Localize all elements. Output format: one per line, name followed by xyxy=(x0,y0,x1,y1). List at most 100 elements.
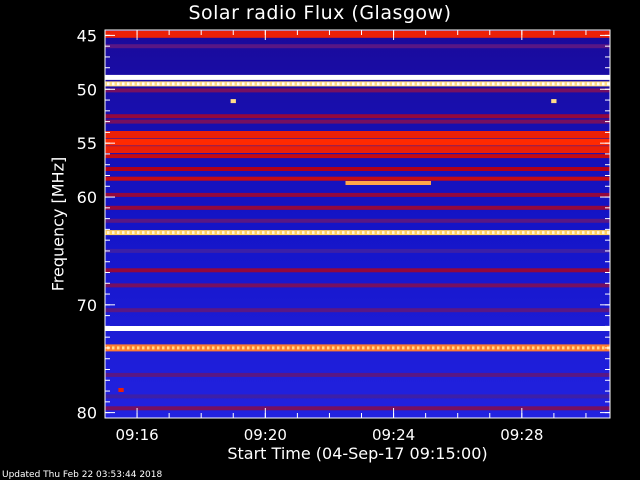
band-texture xyxy=(212,75,215,79)
band-texture xyxy=(506,327,509,330)
band-texture xyxy=(289,75,292,79)
band-texture xyxy=(132,231,135,235)
band-texture xyxy=(292,231,295,235)
frequency-band xyxy=(105,176,610,181)
band-texture xyxy=(567,231,570,235)
band-texture xyxy=(222,231,225,235)
frequency-band xyxy=(105,88,610,93)
band-texture xyxy=(557,346,560,350)
band-texture xyxy=(485,327,488,330)
band-texture xyxy=(577,231,580,235)
band-texture xyxy=(322,82,325,86)
band-texture xyxy=(317,75,320,79)
band-texture xyxy=(415,75,418,79)
band-texture xyxy=(522,231,525,235)
band-texture xyxy=(359,327,362,330)
band-texture xyxy=(401,75,404,79)
band-texture xyxy=(257,231,260,235)
band-texture xyxy=(452,231,455,235)
band-texture xyxy=(464,75,467,79)
radio-feature xyxy=(551,99,557,104)
band-texture xyxy=(537,82,540,86)
band-texture xyxy=(177,82,180,86)
band-texture xyxy=(527,327,530,330)
band-texture xyxy=(127,231,130,235)
band-texture xyxy=(447,82,450,86)
band-texture xyxy=(312,346,315,350)
band-texture xyxy=(172,82,175,86)
band-texture xyxy=(432,346,435,350)
band-texture xyxy=(415,327,418,330)
band-texture xyxy=(362,231,365,235)
band-texture xyxy=(577,82,580,86)
band-texture xyxy=(182,231,185,235)
band-texture xyxy=(247,327,250,330)
band-texture xyxy=(548,327,551,330)
band-texture xyxy=(202,346,205,350)
band-texture xyxy=(562,231,565,235)
band-texture xyxy=(331,75,334,79)
band-texture xyxy=(137,346,140,350)
band-texture xyxy=(327,82,330,86)
band-texture xyxy=(567,346,570,350)
band-texture xyxy=(492,327,495,330)
band-texture xyxy=(162,82,165,86)
band-texture xyxy=(392,346,395,350)
band-texture xyxy=(191,327,194,330)
band-texture xyxy=(485,75,488,79)
band-texture xyxy=(506,75,509,79)
band-texture xyxy=(569,327,572,330)
band-texture xyxy=(412,231,415,235)
band-texture xyxy=(128,327,131,330)
band-texture xyxy=(422,346,425,350)
band-texture xyxy=(417,346,420,350)
band-texture xyxy=(590,75,593,79)
band-texture xyxy=(422,231,425,235)
band-texture xyxy=(312,231,315,235)
band-texture xyxy=(198,327,201,330)
band-texture xyxy=(327,231,330,235)
band-texture xyxy=(282,231,285,235)
band-texture xyxy=(342,82,345,86)
band-texture xyxy=(338,75,341,79)
band-texture xyxy=(317,346,320,350)
band-texture xyxy=(492,82,495,86)
band-texture xyxy=(607,231,610,235)
band-texture xyxy=(317,82,320,86)
band-texture xyxy=(347,231,350,235)
band-texture xyxy=(322,231,325,235)
band-texture xyxy=(587,231,590,235)
band-texture xyxy=(437,346,440,350)
band-texture xyxy=(233,327,236,330)
band-texture xyxy=(205,327,208,330)
band-texture xyxy=(373,75,376,79)
band-texture xyxy=(467,82,470,86)
band-texture xyxy=(197,231,200,235)
band-texture xyxy=(324,327,327,330)
radio-feature xyxy=(118,388,124,392)
band-texture xyxy=(128,75,131,79)
band-texture xyxy=(447,231,450,235)
band-texture xyxy=(296,75,299,79)
frequency-band xyxy=(105,74,610,80)
band-texture xyxy=(187,82,190,86)
band-texture xyxy=(127,82,130,86)
band-texture xyxy=(267,346,270,350)
band-texture xyxy=(457,346,460,350)
band-texture xyxy=(583,75,586,79)
band-texture xyxy=(552,82,555,86)
band-texture xyxy=(502,346,505,350)
frequency-band xyxy=(105,268,610,273)
band-texture xyxy=(513,75,516,79)
band-texture xyxy=(366,327,369,330)
band-texture xyxy=(232,82,235,86)
band-texture xyxy=(184,75,187,79)
band-texture xyxy=(242,346,245,350)
band-texture xyxy=(292,346,295,350)
band-texture xyxy=(517,82,520,86)
band-texture xyxy=(268,75,271,79)
band-texture xyxy=(107,82,110,86)
band-texture xyxy=(572,82,575,86)
band-texture xyxy=(152,82,155,86)
band-texture xyxy=(592,82,595,86)
